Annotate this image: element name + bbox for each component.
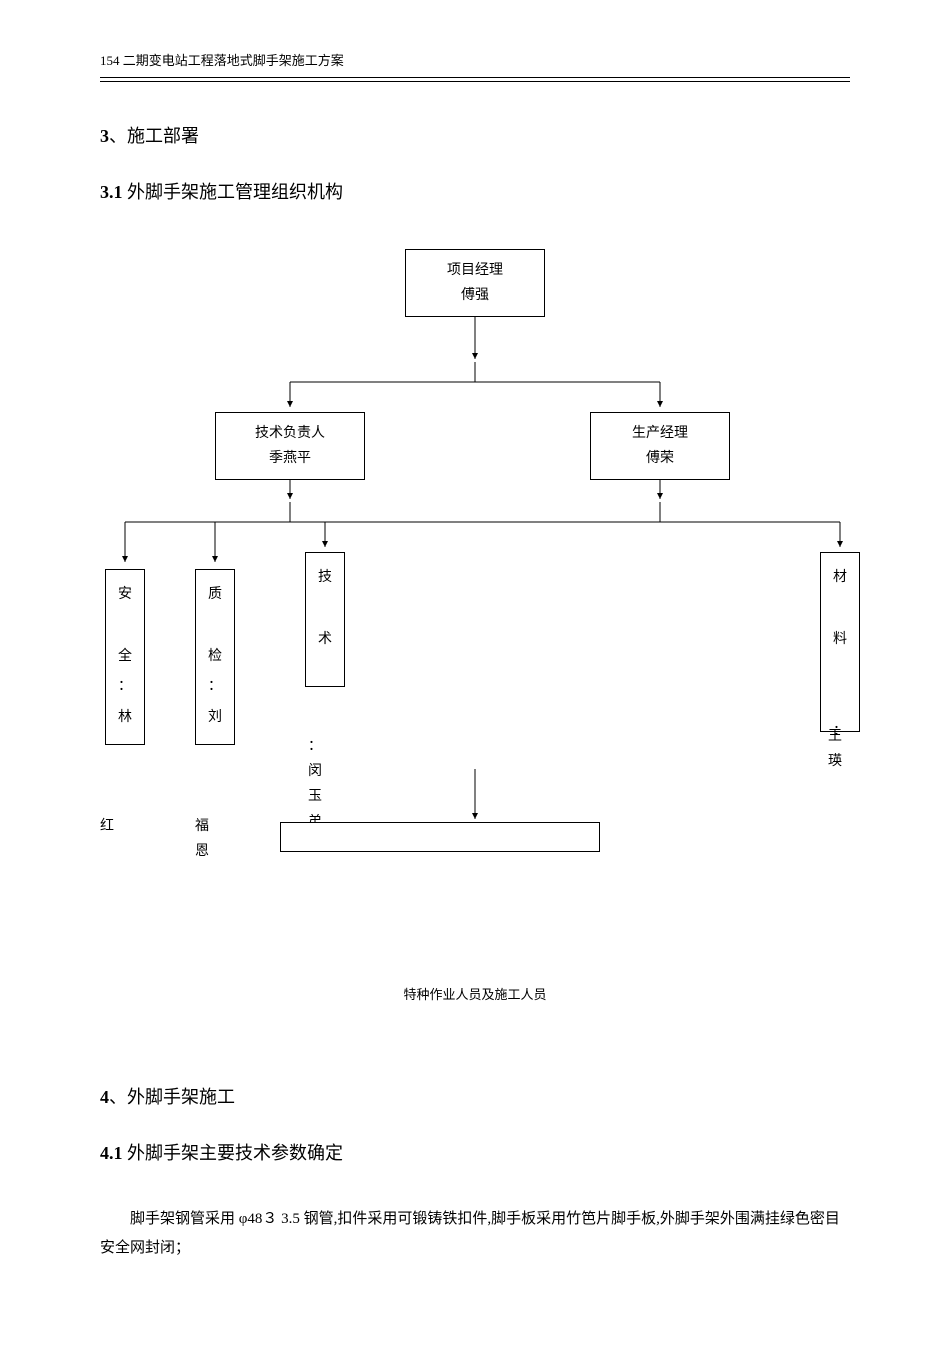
section3-heading: 3、施工部署: [100, 122, 850, 148]
org-top-box: 项目经理 傅强: [405, 249, 545, 317]
org-left2-line1: 技术负责人: [228, 421, 352, 446]
section4-sub-num: 4.1: [100, 1143, 123, 1163]
page-header: 154 二期变电站工程落地式脚手架施工方案: [100, 50, 850, 78]
org-extra-left1: 红: [100, 814, 114, 839]
org-top-line2: 傅强: [418, 283, 532, 308]
org-extra-left2: 福 恩: [195, 814, 209, 864]
section4-sub: 4.1 外脚手架主要技术参数确定: [100, 1139, 850, 1165]
header-text: 154 二期变电站工程落地式脚手架施工方案: [100, 53, 344, 68]
org-left2-line2: 季燕平: [228, 446, 352, 471]
org-left2-box: 技术负责人 季燕平: [215, 412, 365, 480]
org-extra-mid: ： 闵 玉 弟: [308, 734, 322, 835]
org-leaf-d: 材 料 ：: [820, 552, 860, 732]
org-leaf-c: 技 术: [305, 552, 345, 687]
org-extra-right: 王 瑛: [828, 724, 842, 774]
section4-num: 4: [100, 1087, 109, 1107]
org-leaf-a: 安 全 ： 林: [105, 569, 145, 745]
section4: 4、外脚手架施工 4.1 外脚手架主要技术参数确定 脚手架钢管采用 φ48３ 3…: [100, 1083, 850, 1262]
section4-body: 脚手架钢管采用 φ48３ 3.5 钢管,扣件采用可锻铸铁扣件,脚手板采用竹笆片脚…: [100, 1205, 850, 1262]
section3-sub: 3.1 外脚手架施工管理组织机构: [100, 178, 850, 204]
org-top-line1: 项目经理: [418, 258, 532, 283]
section3-sub-text: 外脚手架施工管理组织机构: [123, 182, 344, 202]
org-caption: 特种作业人员及施工人员: [100, 984, 850, 1003]
section3-num: 3: [100, 126, 109, 146]
section4-sub-text: 外脚手架主要技术参数确定: [123, 1143, 344, 1163]
org-leaf-b: 质 检 ： 刘: [195, 569, 235, 745]
org-bottom-box: [280, 822, 600, 852]
section4-text: 、外脚手架施工: [109, 1087, 235, 1107]
org-right2-box: 生产经理 傅荣: [590, 412, 730, 480]
header-underline: [100, 81, 850, 82]
section4-heading: 4、外脚手架施工: [100, 1083, 850, 1109]
section3-text: 、施工部署: [109, 126, 199, 146]
org-right2-line1: 生产经理: [603, 421, 717, 446]
org-right2-line2: 傅荣: [603, 446, 717, 471]
section3-sub-num: 3.1: [100, 182, 123, 202]
org-chart: 项目经理 傅强 技术负责人 季燕平 生产经理 傅荣 安 全 ： 林 质 检 ： …: [100, 244, 850, 944]
